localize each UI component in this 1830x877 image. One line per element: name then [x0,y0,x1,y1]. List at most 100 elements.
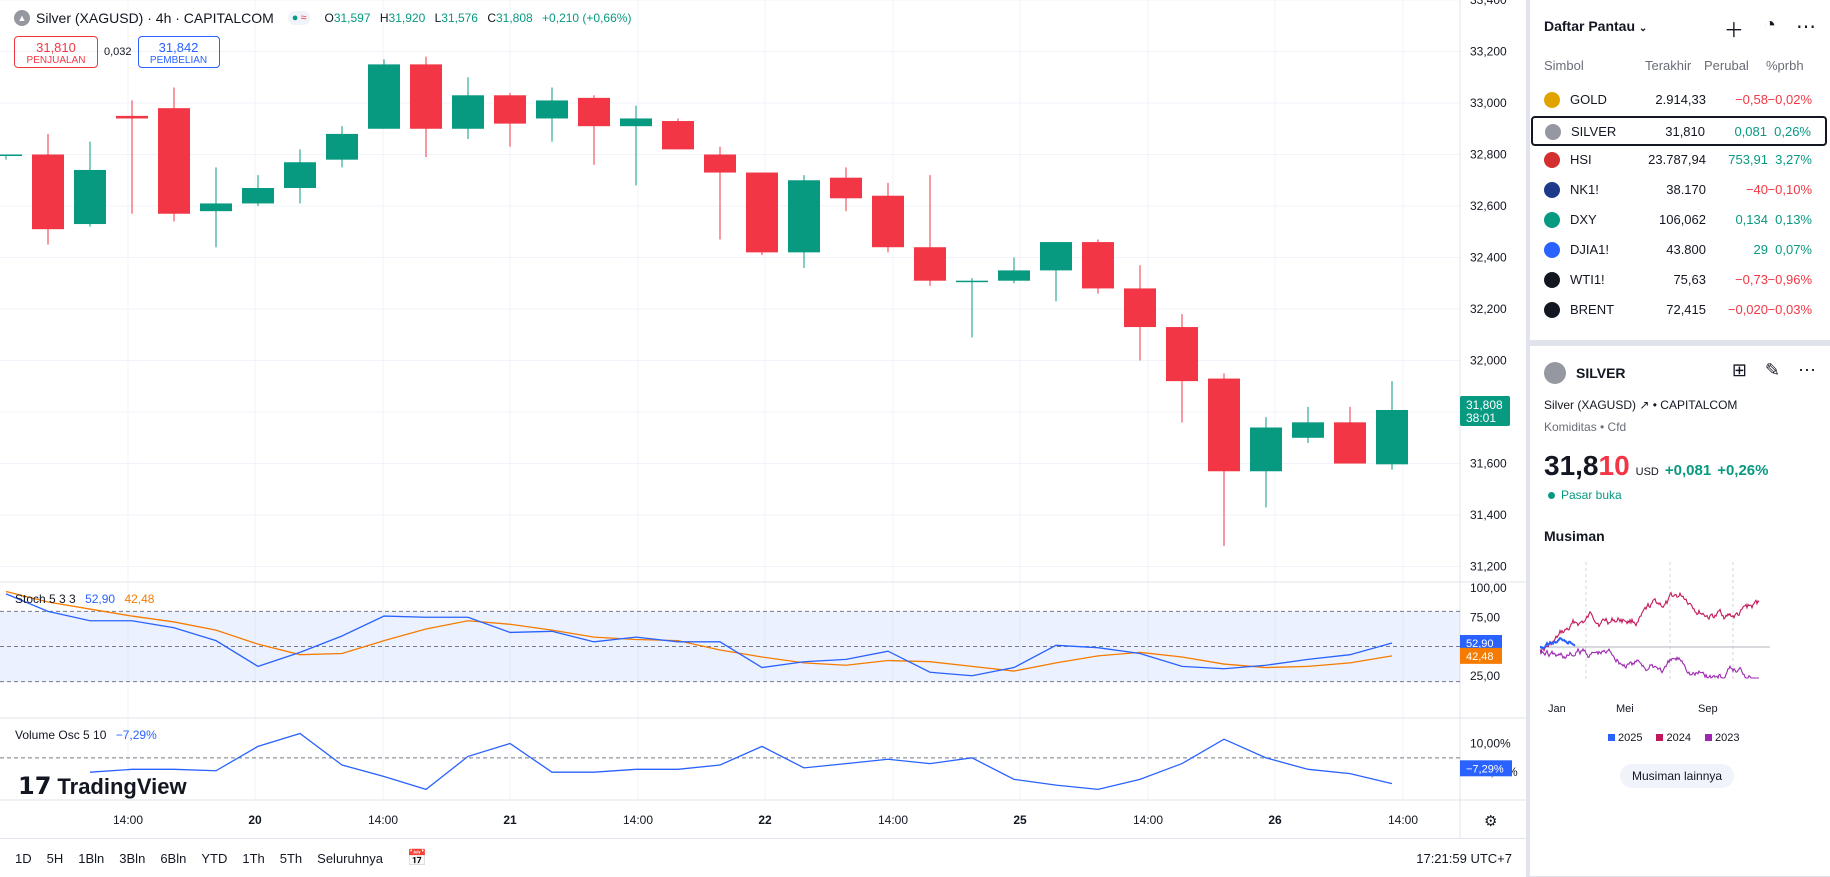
clock[interactable]: 17:21:59 UTC+7 [1416,850,1512,866]
time-tick-label: 14:00 [1133,813,1163,827]
candle-body [1082,242,1114,289]
col-change-pct[interactable]: %prbh [1766,58,1804,73]
candle-body [788,180,820,253]
add-symbol-icon[interactable]: ＋ [1723,20,1744,42]
tradingview-logo-text: TradingView [57,773,187,799]
status-dot-icon [1548,491,1555,499]
watchlist-change: −0,020 [1727,302,1768,317]
range-1bln[interactable]: 1Bln [78,850,105,866]
range-5th[interactable]: 5Th [279,850,303,866]
advanced-view-icon[interactable]: ◔ [1763,14,1776,36]
candle-body [1040,242,1072,271]
candle-body [578,97,610,127]
watchlist-row-gold[interactable]: GOLD 2.914,33 −0,58 −0,02% [1532,86,1826,114]
sell-price: 31,810 [36,40,76,55]
range-5h[interactable]: 5H [46,850,64,866]
stoch-label: Stoch 5 3 3 [15,592,76,606]
time-tick-label: 14:00 [623,813,653,827]
grid-icon[interactable]: ⊞ [1731,360,1747,380]
seasonals-line-2025 [1540,636,1576,650]
symbol-details-panel: SILVER ⊞ ✎ ⋯ Silver (XAGUSD) ↗ • CAPITAL… [1530,346,1830,876]
edit-icon[interactable]: ✎ [1764,360,1780,380]
volosc-value: −7,29% [115,728,157,742]
watchlist-row-silver[interactable]: SILVER 31,810 0,081 0,26% [1531,116,1827,146]
more-icon[interactable]: ⋯ [1796,16,1816,38]
range-3bln[interactable]: 3Bln [119,850,146,866]
watchlist-row-hsi[interactable]: HSI 23.787,94 753,91 3,27% [1532,146,1826,174]
col-symbol[interactable]: Simbol [1544,58,1584,73]
right-sidebar: Daftar Pantau ⌄ ＋ ◔ ⋯ Simbol Terakhir Pe… [1530,0,1830,876]
hsi-icon [1544,152,1560,168]
candle-body [872,195,904,248]
time-tick-label: 22 [758,813,772,827]
open-label: O [324,11,334,25]
low-value: 31,576 [441,11,478,25]
buy-button[interactable]: 31,842 PEMBELIAN [137,36,220,68]
high-value: 31,920 [388,11,426,25]
watchlist-symbol: DXY [1570,212,1597,227]
candle-body [1208,378,1240,472]
chart-panel[interactable]: 33,400 33,200 33,000 32,800 32,600 32,400 32,2… [0,0,1526,877]
time-tick-label: 25 [1013,813,1027,827]
range-6bln[interactable]: 6Bln [160,850,187,866]
stoch-k-value: 52,90 [85,592,116,606]
legend-2024[interactable]: 2024 [1656,732,1691,744]
watchlist-change: 0,081 [1734,124,1767,139]
tradingview-logo[interactable]: 𝟭𝟳 TradingView [18,772,187,801]
silver-icon [1545,124,1561,140]
watchlist-row-nk1[interactable]: NK1! 38.170 −40 −0,10% [1532,176,1826,204]
more-icon[interactable]: ⋯ [1798,360,1816,380]
range-all[interactable]: Seluruhnya [317,850,383,866]
legend-2023[interactable]: 2023 [1704,732,1739,744]
more-seasonals-button[interactable]: Musiman lainnya [1620,764,1735,788]
silver-icon [1544,362,1566,384]
chart-canvas[interactable]: 33,400 33,200 33,000 32,800 32,600 32,400 32,2… [0,0,1526,838]
exchange-name[interactable]: CAPITALCOM [1660,398,1738,412]
dxy-icon [1544,212,1560,228]
stoch-legend[interactable]: Stoch 5 3 3 52,90 42,48 [15,592,154,606]
candle-body [1376,409,1408,465]
candle-body [536,100,568,119]
time-tick-label: 21 [503,813,517,827]
col-last[interactable]: Terakhir [1645,58,1692,73]
watchlist-last: 23.787,94 [1648,152,1706,167]
candle-body [494,95,526,124]
watchlist-row-wti1[interactable]: WTI1! 75,63 −0,73 −0,96% [1532,266,1826,294]
watchlist-pct: −0,02% [1767,92,1812,107]
symbol-title[interactable]: Silver (XAGUSD) · 4h · CAPITALCOM [36,10,274,26]
legend-2025[interactable]: 2025 [1608,732,1642,744]
sell-label: PENJUALAN [26,55,86,66]
sell-button[interactable]: 31,810 PENJUALAN [14,36,98,68]
range-ytd[interactable]: YTD [201,850,228,866]
range-1th[interactable]: 1Th [242,850,265,866]
time-tick-label: 14:00 [113,813,143,827]
range-1d[interactable]: 1D [15,850,32,866]
watchlist-title[interactable]: Daftar Pantau ⌄ [1544,18,1648,34]
price-tick-label: 32,600 [1470,199,1507,213]
candle-body [32,154,64,230]
candle-body [956,280,988,283]
price-tick-label: 31,400 [1470,508,1507,522]
watchlist-row-brent[interactable]: BRENT 72,415 −0,020 −0,03% [1532,296,1826,324]
col-change[interactable]: Perubal [1704,58,1749,73]
details-symbol[interactable]: SILVER [1576,365,1626,381]
goto-date-icon[interactable]: 📅 [406,850,427,867]
seasonals-title[interactable]: Musiman [1544,528,1605,544]
watchlist-symbol: GOLD [1570,92,1607,107]
trade-buttons: 31,810 PENJUALAN 0,032 31,842 PEMBELIAN [14,36,220,68]
seasonals-chart[interactable]: Jan Mei Sep [1540,552,1810,722]
volosc-tag-label: −7,29% [1466,763,1504,775]
market-status-indicator[interactable]: ● ≈ [287,11,311,25]
external-link-icon[interactable]: ↗ [1639,398,1650,412]
stoch-tick-label: 75,00 [1470,610,1500,624]
watchlist-row-djia1[interactable]: DJIA1! 43.800 29 0,07% [1532,236,1826,264]
full-name[interactable]: Silver (XAGUSD) [1544,398,1637,412]
candle-body [0,154,22,157]
market-status[interactable]: Pasar buka [1548,488,1622,502]
candle-body [326,133,358,160]
price-change: +0,081 [1664,462,1712,479]
volosc-legend[interactable]: Volume Osc 5 10 −7,29% [15,728,157,742]
stoch-k-tag [1460,634,1502,651]
watchlist-row-dxy[interactable]: DXY 106,062 0,134 0,13% [1532,206,1826,234]
stoch-k-line [5,593,1393,677]
